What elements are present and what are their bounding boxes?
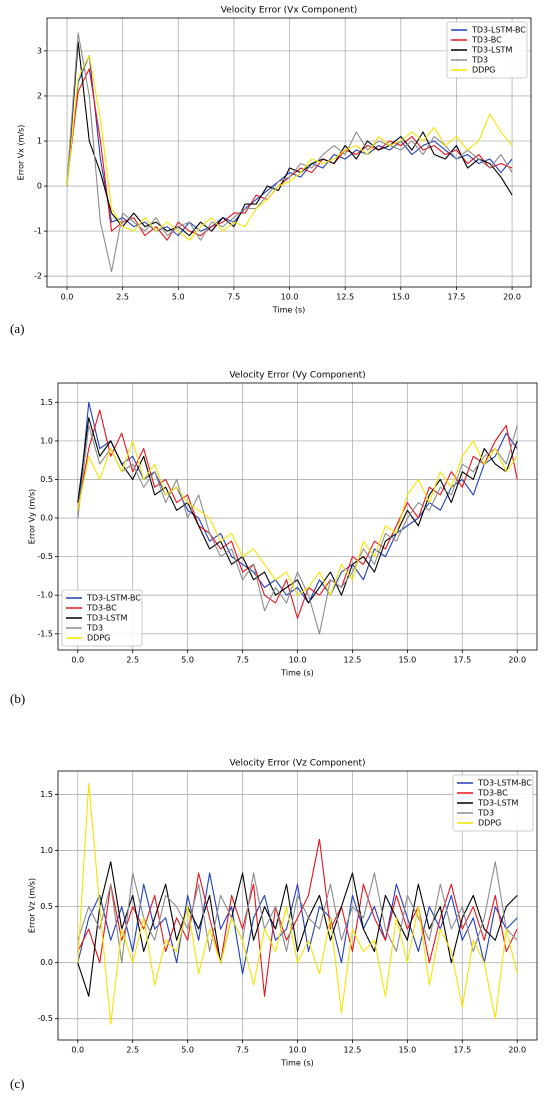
legend-label: TD3-LSTM	[477, 799, 518, 808]
legend-label: TD3-BC	[477, 789, 508, 798]
x-axis-label: Time (s)	[280, 1059, 314, 1068]
legend-label: TD3	[477, 809, 494, 818]
chart-panel: (b) Velocity Error (Vy Component) Time (s)…	[10, 371, 538, 706]
data-line	[66, 32, 513, 273]
plot-frame	[57, 382, 538, 651]
y-tick-label: 1	[37, 137, 42, 146]
y-tick-label: -1	[34, 227, 42, 236]
data-line	[77, 838, 518, 997]
x-tick-label: 7.5	[236, 656, 249, 665]
plot-frame	[57, 770, 538, 1041]
chart-title: Velocity Error (Vz Component)	[230, 759, 366, 769]
x-tick-label: 15.0	[398, 1046, 416, 1055]
x-axis-label: Time (s)	[280, 669, 314, 678]
legend-label: TD3	[471, 56, 488, 65]
x-tick-label: 0.0	[71, 1046, 84, 1055]
legend-label: TD3-LSTM-BC	[86, 594, 141, 603]
y-tick-label: 0.0	[40, 958, 53, 967]
data-line	[77, 872, 518, 975]
x-tick-label: 10.0	[289, 1046, 307, 1055]
x-tick-label: 5.0	[172, 293, 185, 302]
panel-label: (b)	[10, 691, 25, 706]
x-tick-label: 10.0	[281, 293, 299, 302]
legend-label: DDPG	[478, 819, 501, 828]
legend-label: TD3-BC	[86, 604, 117, 613]
y-tick-label: 0.5	[40, 475, 53, 484]
legend-label: TD3-LSTM	[86, 614, 127, 623]
legend-label: TD3-LSTM	[471, 46, 512, 55]
x-tick-label: 2.5	[126, 1046, 139, 1055]
x-tick-label: 17.5	[453, 1046, 471, 1055]
legend-label: DDPG	[87, 634, 110, 643]
data-line	[77, 861, 518, 997]
legend-label: TD3-BC	[471, 36, 502, 45]
x-tick-label: 2.5	[126, 656, 139, 665]
legend-label: TD3	[86, 624, 103, 633]
legend-box	[446, 21, 528, 79]
data-line	[77, 417, 518, 604]
x-tick-label: 17.5	[448, 293, 466, 302]
x-tick-label: 20.0	[503, 293, 521, 302]
y-tick-label: -0.5	[37, 1014, 53, 1023]
data-line	[77, 440, 518, 596]
x-tick-label: 10.0	[289, 656, 307, 665]
chart-panel: (a) Velocity Error (Vx Component) Time (s)…	[10, 6, 532, 336]
x-tick-label: 2.5	[116, 293, 129, 302]
y-axis-label: Error Vx (m/s)	[17, 125, 26, 181]
legend-label: TD3-LSTM-BC	[477, 779, 532, 788]
x-axis-label: Time (s)	[272, 306, 306, 315]
y-axis-label: Error Vy (m/s)	[28, 489, 37, 544]
y-tick-label: 3	[37, 46, 42, 55]
legend-label: TD3-LSTM-BC	[471, 26, 526, 35]
y-tick-label: 0	[37, 182, 42, 191]
x-tick-label: 12.5	[344, 1046, 362, 1055]
x-tick-label: 5.0	[181, 1046, 194, 1055]
x-tick-label: 12.5	[336, 293, 354, 302]
x-tick-label: 7.5	[236, 1046, 249, 1055]
y-tick-label: -0.5	[37, 552, 53, 561]
data-line	[77, 782, 518, 1025]
legend-label: DDPG	[472, 66, 495, 75]
y-tick-label: 1.5	[40, 790, 53, 799]
x-tick-label: 5.0	[181, 656, 194, 665]
data-line	[66, 54, 513, 241]
x-tick-label: 0.0	[71, 656, 84, 665]
panel-label: (a)	[10, 321, 24, 336]
data-line	[77, 861, 518, 964]
y-tick-label: -1.5	[37, 629, 53, 638]
x-tick-label: 12.5	[344, 656, 362, 665]
x-tick-label: 17.5	[453, 656, 471, 665]
y-axis-label: Error Vz (m/s)	[28, 878, 37, 933]
x-tick-label: 0.0	[61, 293, 74, 302]
y-tick-label: 1.5	[40, 398, 53, 407]
y-tick-label: 0.5	[40, 902, 53, 911]
y-tick-label: -2	[34, 272, 42, 281]
x-tick-label: 20.0	[508, 656, 526, 665]
y-tick-label: 1.0	[40, 846, 53, 855]
y-tick-label: 0.0	[40, 514, 53, 523]
x-tick-label: 15.0	[398, 656, 416, 665]
x-tick-label: 15.0	[392, 293, 410, 302]
chart-panel: (c) Velocity Error (Vz Component) Time (s)…	[10, 759, 538, 1091]
chart-title: Velocity Error (Vx Component)	[221, 6, 358, 16]
y-tick-label: 2	[37, 91, 42, 100]
data-line	[66, 54, 513, 237]
legend-box	[61, 589, 143, 647]
x-tick-label: 7.5	[228, 293, 241, 302]
y-tick-label: -1.0	[37, 591, 53, 600]
plot-frame	[46, 17, 532, 288]
x-tick-label: 20.0	[508, 1046, 526, 1055]
y-tick-label: 1.0	[40, 436, 53, 445]
panel-label: (c)	[10, 1076, 24, 1091]
data-line	[77, 424, 518, 635]
chart-title: Velocity Error (Vy Component)	[229, 371, 365, 381]
legend-box	[452, 774, 534, 832]
